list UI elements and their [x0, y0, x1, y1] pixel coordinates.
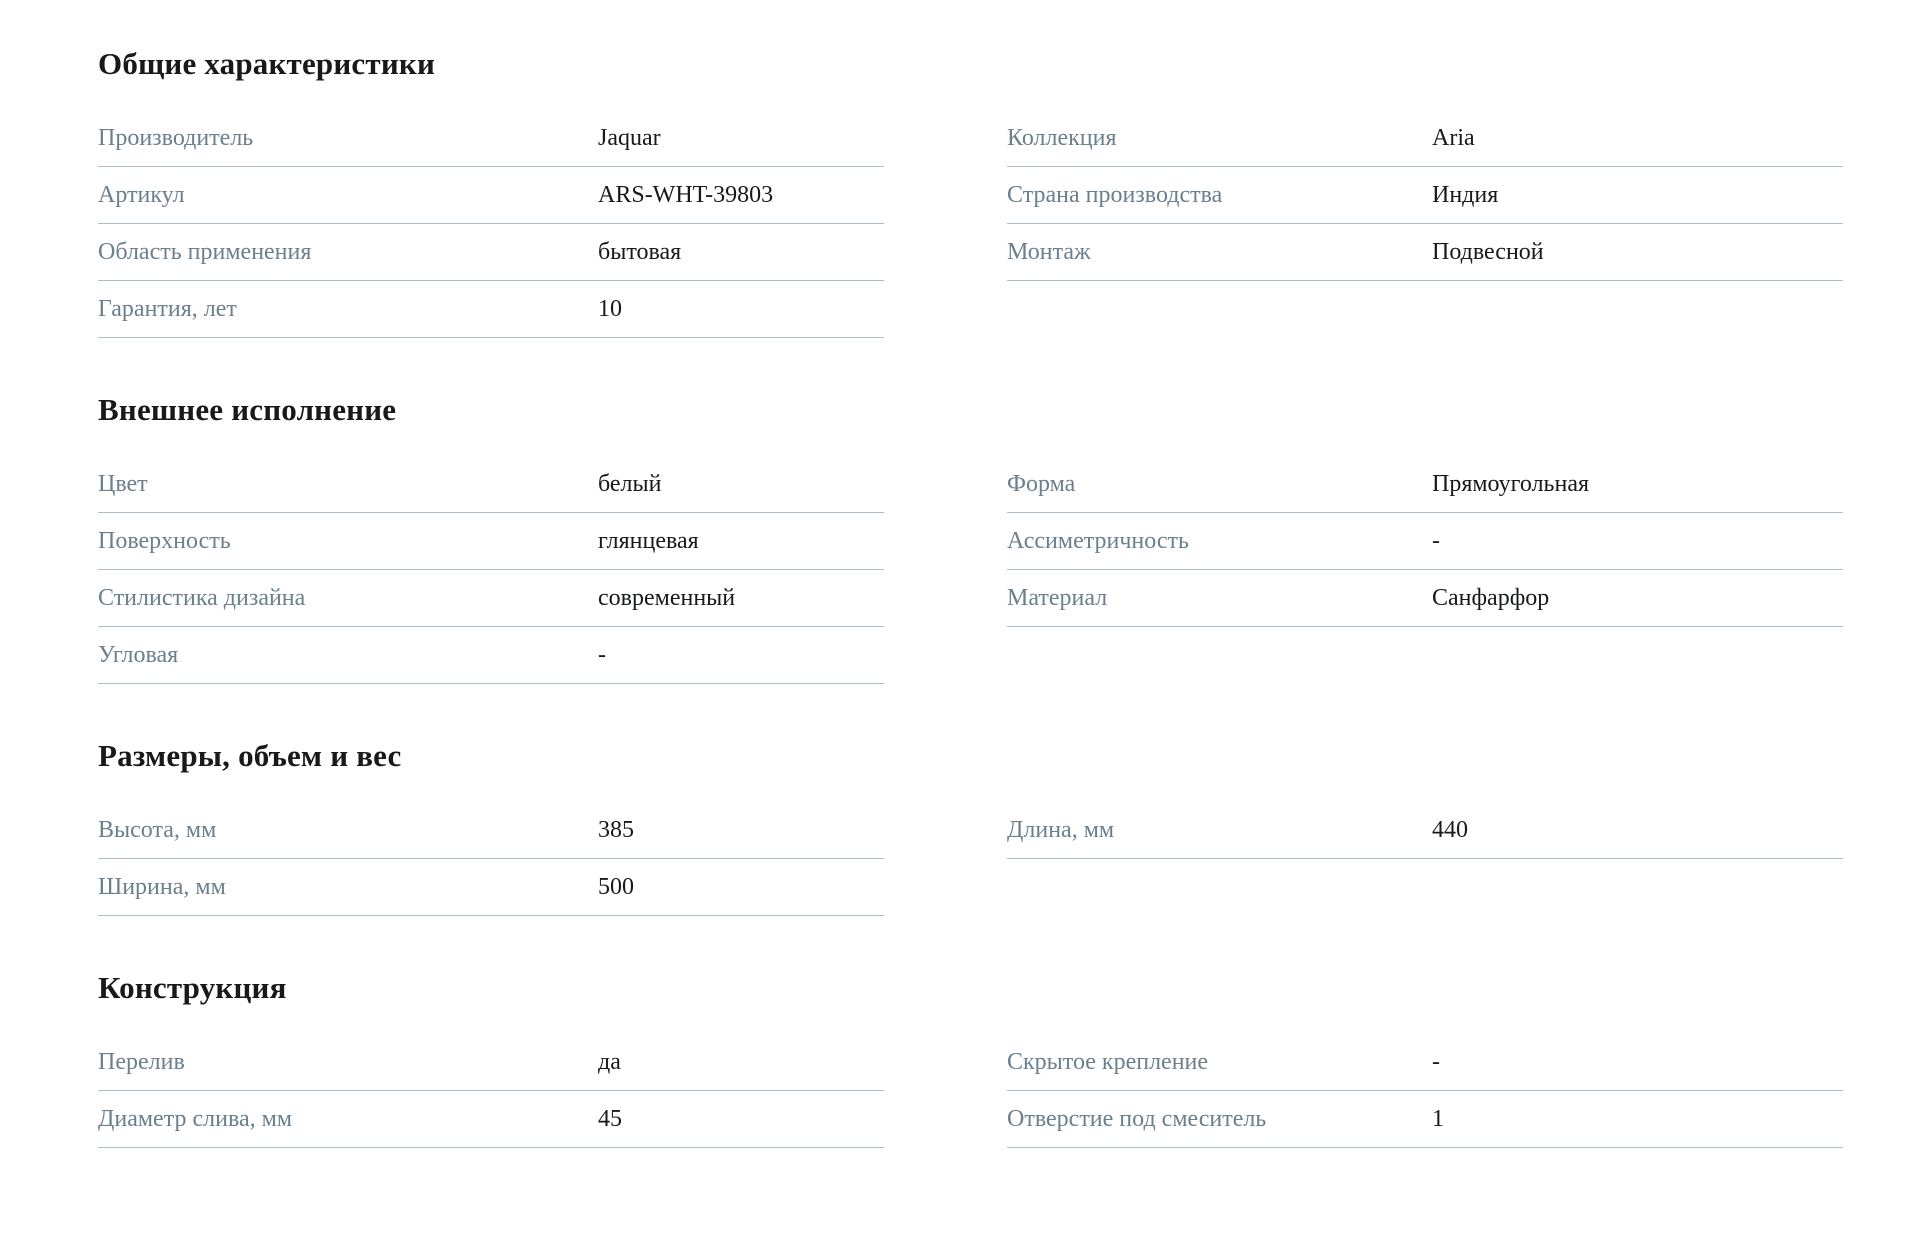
spec-label: Скрытое крепление [1007, 1048, 1209, 1075]
spec-label: Коллекция [1007, 124, 1117, 151]
spec-row: Поверхность глянцевая [98, 513, 884, 570]
spec-label: Перелив [98, 1048, 185, 1075]
spec-grid: Перелив да Диаметр слива, мм 45 Скрытое … [98, 1034, 1843, 1148]
spec-row: Ассиметричность - [1007, 513, 1843, 570]
spec-value: 10 [598, 295, 622, 322]
spec-label: Производитель [98, 124, 254, 151]
spec-row: Коллекция Aria [1007, 110, 1843, 167]
spec-value: - [1432, 1048, 1440, 1075]
spec-column-right: Скрытое крепление - Отверстие под смесит… [1007, 1034, 1843, 1148]
section-title: Размеры, объем и вес [98, 738, 402, 773]
section-external-design: Внешнее исполнение Цвет белый Поверхност… [98, 392, 1843, 684]
spec-value: Aria [1432, 124, 1475, 151]
spec-column-left: Высота, мм 385 Ширина, мм 500 [98, 802, 884, 916]
spec-label: Артикул [98, 181, 185, 208]
spec-column-left: Перелив да Диаметр слива, мм 45 [98, 1034, 884, 1148]
spec-value: 45 [598, 1105, 622, 1132]
spec-row: Цвет белый [98, 456, 884, 513]
spec-row: Диаметр слива, мм 45 [98, 1091, 884, 1148]
spec-row: Область применения бытовая [98, 224, 884, 281]
spec-value: 500 [598, 873, 634, 900]
spec-label: Угловая [98, 641, 179, 668]
spec-label: Область применения [98, 238, 312, 265]
spec-value: 1 [1432, 1105, 1444, 1132]
spec-row: Ширина, мм 500 [98, 859, 884, 916]
spec-column-right: Коллекция Aria Страна производства Индия… [1007, 110, 1843, 281]
spec-label: Высота, мм [98, 816, 217, 843]
spec-row: Форма Прямоугольная [1007, 456, 1843, 513]
spec-value: глянцевая [598, 527, 699, 554]
spec-label: Материал [1007, 584, 1108, 611]
spec-value: Jaquar [598, 124, 661, 151]
spec-column-right: Длина, мм 440 [1007, 802, 1843, 859]
spec-row: Отверстие под смеситель 1 [1007, 1091, 1843, 1148]
spec-grid: Цвет белый Поверхность глянцевая Стилист… [98, 456, 1843, 684]
spec-column-right: Форма Прямоугольная Ассиметричность - Ма… [1007, 456, 1843, 627]
spec-value: Санфарфор [1432, 584, 1550, 611]
spec-row: Артикул ARS-WHT-39803 [98, 167, 884, 224]
spec-row: Высота, мм 385 [98, 802, 884, 859]
spec-row: Перелив да [98, 1034, 884, 1091]
spec-row: Материал Санфарфор [1007, 570, 1843, 627]
spec-column-left: Производитель Jaquar Артикул ARS-WHT-398… [98, 110, 884, 338]
spec-value: Подвесной [1432, 238, 1544, 265]
section-general-characteristics: Общие характеристики Производитель Jaqua… [98, 46, 1843, 338]
spec-row: Длина, мм 440 [1007, 802, 1843, 859]
spec-value: бытовая [598, 238, 682, 265]
spec-row: Производитель Jaquar [98, 110, 884, 167]
spec-value: да [598, 1048, 621, 1075]
spec-value: ARS-WHT-39803 [598, 181, 774, 208]
spec-row: Страна производства Индия [1007, 167, 1843, 224]
spec-label: Ширина, мм [98, 873, 226, 900]
spec-label: Поверхность [98, 527, 231, 554]
spec-grid: Производитель Jaquar Артикул ARS-WHT-398… [98, 110, 1843, 338]
spec-value: 440 [1432, 816, 1468, 843]
spec-value: 385 [598, 816, 634, 843]
spec-value: Индия [1432, 181, 1499, 208]
spec-row: Скрытое крепление - [1007, 1034, 1843, 1091]
spec-label: Страна производства [1007, 181, 1223, 208]
spec-row: Монтаж Подвесной [1007, 224, 1843, 281]
spec-label: Длина, мм [1007, 816, 1115, 843]
spec-row: Стилистика дизайна современный [98, 570, 884, 627]
spec-label: Цвет [98, 470, 148, 497]
spec-label: Гарантия, лет [98, 295, 237, 322]
spec-value: - [598, 641, 606, 668]
spec-grid: Высота, мм 385 Ширина, мм 500 Длина, мм … [98, 802, 1843, 916]
spec-value: белый [598, 470, 662, 497]
spec-row: Гарантия, лет 10 [98, 281, 884, 338]
spec-label: Форма [1007, 470, 1076, 497]
spec-label: Монтаж [1007, 238, 1091, 265]
section-dimensions-volume-weight: Размеры, объем и вес Высота, мм 385 Шири… [98, 738, 1843, 916]
section-title: Общие характеристики [98, 46, 436, 81]
spec-label: Отверстие под смеситель [1007, 1105, 1267, 1132]
section-title: Конструкция [98, 970, 287, 1005]
spec-label: Диаметр слива, мм [98, 1105, 293, 1132]
spec-row: Угловая - [98, 627, 884, 684]
spec-label: Стилистика дизайна [98, 584, 306, 611]
spec-column-left: Цвет белый Поверхность глянцевая Стилист… [98, 456, 884, 684]
spec-value: Прямоугольная [1432, 470, 1590, 497]
section-construction: Конструкция Перелив да Диаметр слива, мм… [98, 970, 1843, 1148]
section-title: Внешнее исполнение [98, 392, 397, 427]
spec-value: - [1432, 527, 1440, 554]
spec-value: современный [598, 584, 736, 611]
spec-label: Ассиметричность [1007, 527, 1189, 554]
